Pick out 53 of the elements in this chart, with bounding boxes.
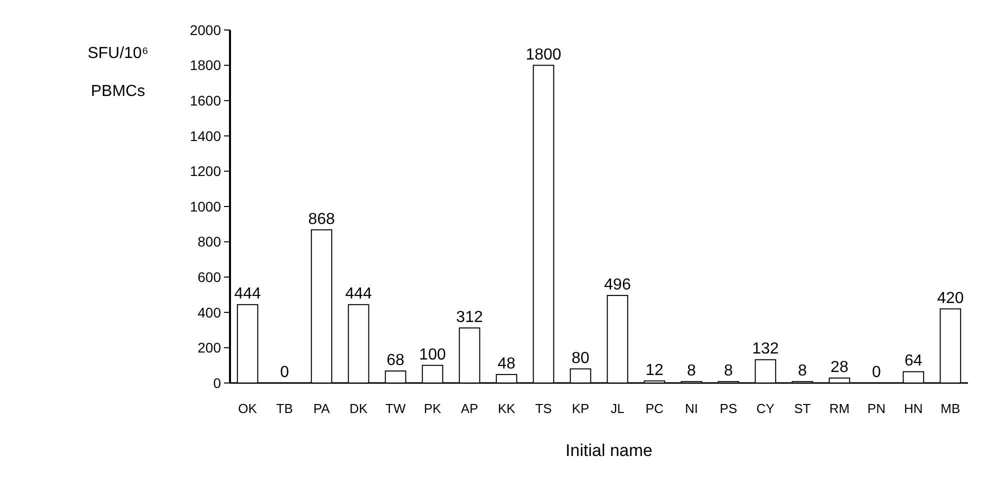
data-label: 100 xyxy=(419,346,446,364)
y-tick-label: 1800 xyxy=(190,57,222,74)
x-tick-label: PN xyxy=(867,401,886,416)
data-label: 80 xyxy=(572,350,590,367)
x-tick-label: TS xyxy=(535,401,552,416)
x-tick-label: ST xyxy=(794,401,811,416)
data-label: 1800 xyxy=(526,46,562,64)
data-label: 0 xyxy=(280,364,290,381)
data-label: 12 xyxy=(646,362,664,379)
x-axis-title: Initial name xyxy=(566,441,652,460)
y-tick-label: 2000 xyxy=(190,22,222,38)
x-tick-label: NI xyxy=(684,401,698,416)
y-tick-label: 1600 xyxy=(190,92,222,108)
x-tick-label: MB xyxy=(940,401,960,416)
x-tick-label: DK xyxy=(350,401,368,416)
y-tick-label: 0 xyxy=(213,374,222,391)
data-label: 28 xyxy=(830,359,848,376)
data-label: 444 xyxy=(345,286,372,303)
data-label: 868 xyxy=(308,210,335,228)
x-tick-label: PS xyxy=(720,401,738,416)
x-tick-label: PC xyxy=(645,401,664,416)
y-tick-label: 200 xyxy=(198,340,222,356)
data-label: 64 xyxy=(904,352,922,370)
x-tick-label: TB xyxy=(276,401,293,416)
x-tick-label: PK xyxy=(424,401,442,416)
data-label: 420 xyxy=(937,290,964,307)
data-label: 8 xyxy=(724,362,734,380)
x-tick-label: TW xyxy=(385,401,406,416)
data-label: 444 xyxy=(234,286,262,303)
data-label: 312 xyxy=(456,308,483,326)
x-tick-label: KP xyxy=(572,401,590,416)
y-tick-label: 600 xyxy=(198,269,222,285)
data-label: 8 xyxy=(687,362,696,380)
x-tick-label: PA xyxy=(313,401,330,416)
y-tick-label: 1200 xyxy=(190,163,222,180)
y-tick-label: 1000 xyxy=(190,198,222,214)
data-label: 0 xyxy=(872,364,881,381)
x-tick-label: OK xyxy=(238,401,258,416)
x-tick-label: KK xyxy=(498,401,516,416)
data-label: 132 xyxy=(752,340,779,358)
text: SFU/10⁶ PBMCs xyxy=(88,45,148,100)
x-tick-label: HN xyxy=(904,401,923,416)
y-tick-label: 1400 xyxy=(190,128,222,144)
x-tick-label: JL xyxy=(610,401,624,416)
data-label: 68 xyxy=(386,352,405,369)
data-label: 48 xyxy=(498,356,516,373)
y-tick-label: 400 xyxy=(198,304,222,320)
x-tick-label: AP xyxy=(460,401,478,416)
y-tick-label: 800 xyxy=(198,234,222,250)
x-tick-label: CY xyxy=(756,401,775,416)
data-label: 496 xyxy=(604,276,631,294)
x-tick-label: RM xyxy=(829,401,850,416)
data-label: 8 xyxy=(798,362,808,380)
